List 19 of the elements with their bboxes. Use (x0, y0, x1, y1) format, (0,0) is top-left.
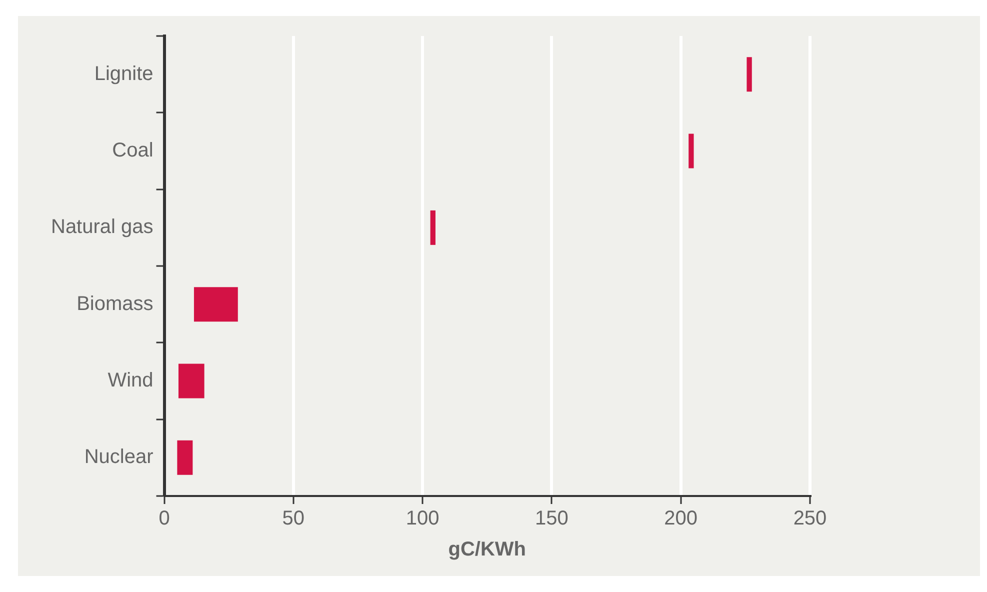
x-tick-label: 50 (282, 508, 305, 530)
y-tick-label: Biomass (76, 292, 154, 315)
y-tick-label: Lignite (94, 62, 154, 85)
y-tick-label: Nuclear (84, 446, 154, 468)
bar (177, 440, 193, 475)
y-tick-label: Wind (108, 370, 154, 392)
bar (688, 134, 694, 168)
x-axis-title: gC/KWh (448, 538, 526, 561)
y-tick-label: Natural gas (50, 216, 154, 238)
bar (746, 57, 752, 92)
y-tick-label: Coal (112, 140, 154, 162)
x-tick-label: 150 (535, 508, 568, 530)
x-tick-label: 200 (664, 508, 698, 530)
x-tick-label: 0 (158, 508, 170, 530)
x-tick-label: 100 (406, 508, 440, 530)
bar (194, 287, 238, 322)
bar (178, 364, 204, 398)
bar (430, 210, 436, 245)
x-tick-label: 250 (793, 508, 827, 530)
